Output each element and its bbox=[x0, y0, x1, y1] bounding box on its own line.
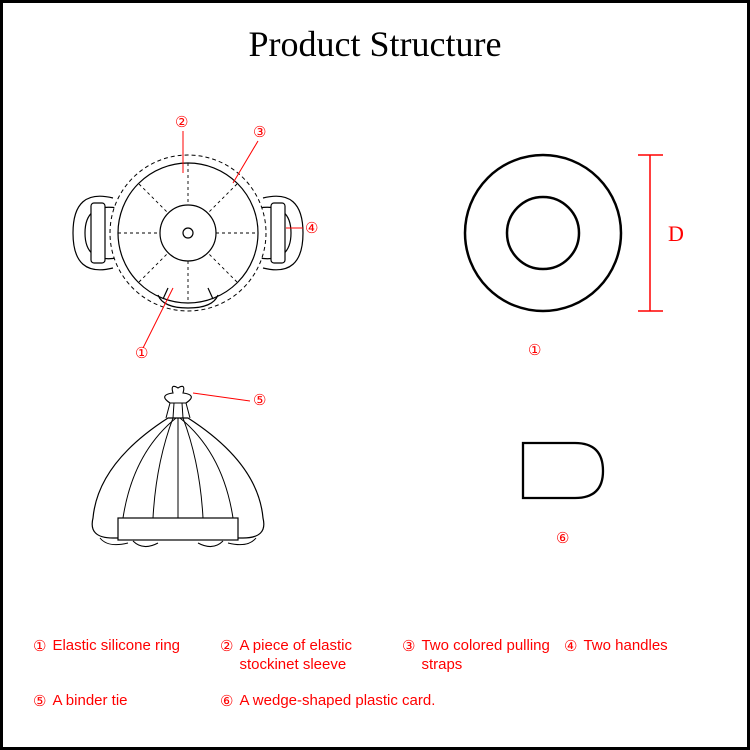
legend-item-3: ③ Two colored pulling straps bbox=[402, 637, 552, 675]
callout-6: ⑥ bbox=[556, 530, 569, 547]
callout-ring-1: ① bbox=[528, 342, 541, 359]
legend-text-6: A wedge-shaped plastic card. bbox=[239, 692, 435, 711]
legend-num-3: ③ bbox=[402, 637, 415, 655]
legend: ① Elastic silicone ring ② A piece of ela… bbox=[33, 637, 733, 729]
legend-item-1: ① Elastic silicone ring bbox=[33, 637, 208, 675]
diagram-canvas: ① ② ③ ④ D ① ⑤ ⑥ bbox=[3, 83, 750, 583]
callout-1: ① bbox=[135, 345, 148, 362]
dimension-d: D bbox=[668, 221, 684, 246]
legend-text-1: Elastic silicone ring bbox=[52, 637, 180, 656]
legend-num-1: ① bbox=[33, 637, 46, 655]
legend-row-1: ① Elastic silicone ring ② A piece of ela… bbox=[33, 637, 733, 675]
legend-item-2: ② A piece of elastic stockinet sleeve bbox=[220, 637, 390, 675]
legend-num-5: ⑤ bbox=[33, 692, 46, 710]
legend-text-3: Two colored pulling straps bbox=[421, 637, 552, 675]
callout-5: ⑤ bbox=[253, 392, 266, 409]
assembly-diagram: ① ② ③ ④ bbox=[73, 114, 318, 362]
legend-text-5: A binder tie bbox=[52, 692, 127, 711]
legend-num-4: ④ bbox=[564, 637, 577, 655]
bag-diagram: ⑤ bbox=[92, 386, 266, 546]
legend-item-6: ⑥ A wedge-shaped plastic card. bbox=[220, 692, 500, 711]
callout-4: ④ bbox=[305, 220, 318, 237]
legend-text-4: Two handles bbox=[583, 637, 667, 656]
legend-num-6: ⑥ bbox=[220, 692, 233, 710]
wedge-diagram: ⑥ bbox=[523, 443, 603, 547]
legend-row-2: ⑤ A binder tie ⑥ A wedge-shaped plastic … bbox=[33, 692, 733, 711]
ring-diagram: D ① bbox=[465, 155, 684, 359]
callout-2: ② bbox=[175, 114, 188, 131]
legend-item-5: ⑤ A binder tie bbox=[33, 692, 208, 711]
legend-num-2: ② bbox=[220, 637, 233, 655]
legend-text-2: A piece of elastic stockinet sleeve bbox=[239, 637, 390, 675]
legend-item-4: ④ Two handles bbox=[564, 637, 694, 675]
callout-3: ③ bbox=[253, 124, 266, 141]
page-title: Product Structure bbox=[3, 3, 747, 65]
